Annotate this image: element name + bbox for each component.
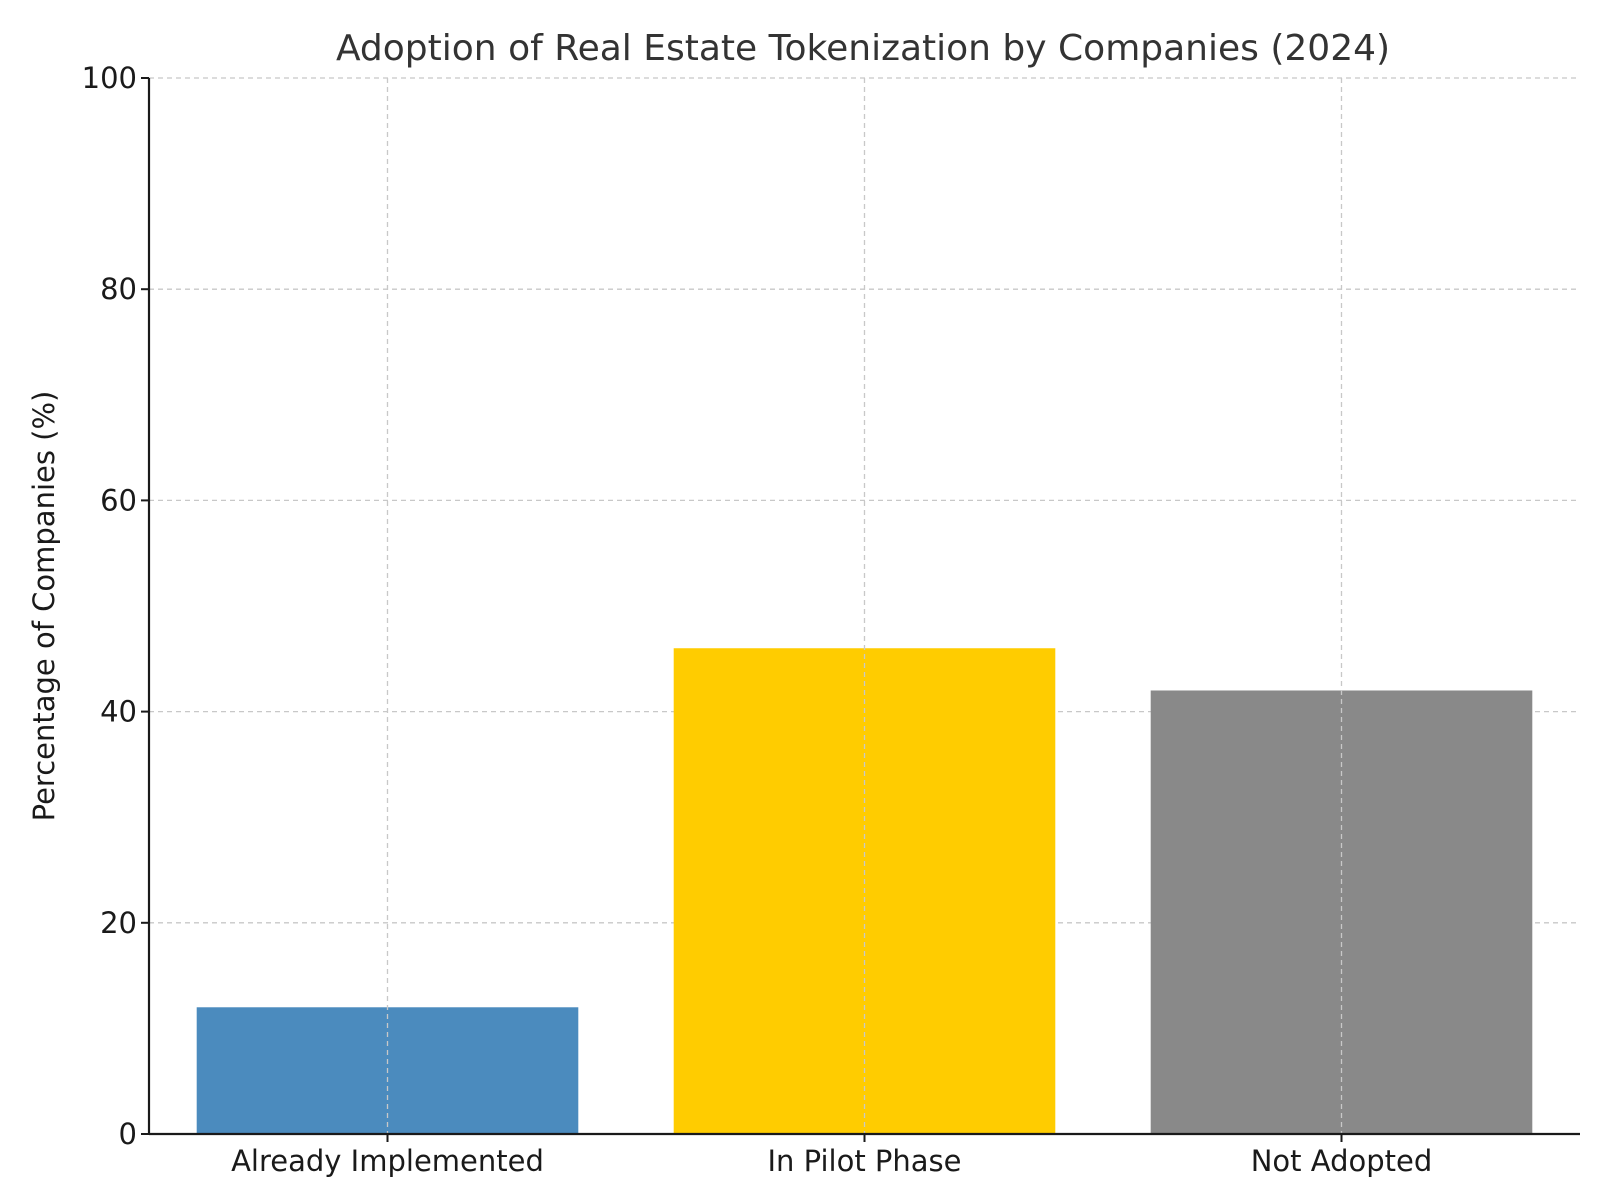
y-tick-label: 0 — [119, 1117, 137, 1151]
chart-title: Adoption of Real Estate Tokenization by … — [336, 28, 1390, 69]
y-tick-label: 80 — [100, 272, 137, 306]
vertical-gridlines — [386, 78, 1343, 1134]
y-axis-label: Percentage of Companies (%) — [27, 391, 61, 822]
y-tick-label: 40 — [100, 695, 137, 729]
y-tick-label: 60 — [100, 483, 137, 517]
y-tick-label: 20 — [100, 906, 137, 940]
x-tick-labels: Already Implemented In Pilot Phase Not Ado… — [231, 1134, 1432, 1178]
y-tick-label: 100 — [82, 61, 137, 95]
x-tick-label: In Pilot Phase — [767, 1144, 961, 1178]
x-tick-label: Already Implemented — [231, 1144, 544, 1178]
x-tick-label: Not Adopted — [1251, 1144, 1433, 1178]
y-tick-labels: 0 20 40 60 80 100 — [82, 61, 149, 1151]
